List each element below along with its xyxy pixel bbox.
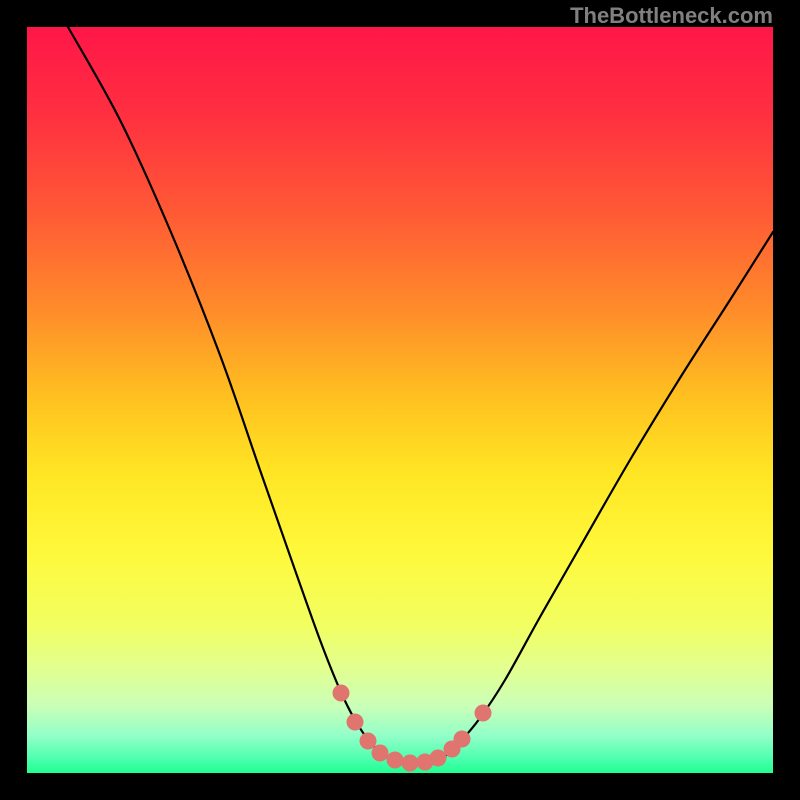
bottleneck-marker <box>402 755 419 772</box>
bottleneck-marker <box>360 733 377 750</box>
bottleneck-marker <box>372 745 389 762</box>
bottleneck-marker <box>430 750 447 767</box>
bottleneck-marker <box>333 685 350 702</box>
bottleneck-marker <box>475 705 492 722</box>
bottleneck-marker <box>387 752 404 769</box>
bottleneck-curve-svg <box>0 0 800 800</box>
watermark-text: TheBottleneck.com <box>570 3 773 29</box>
gradient-background <box>27 27 773 773</box>
bottleneck-marker <box>454 731 471 748</box>
bottleneck-marker <box>347 714 364 731</box>
